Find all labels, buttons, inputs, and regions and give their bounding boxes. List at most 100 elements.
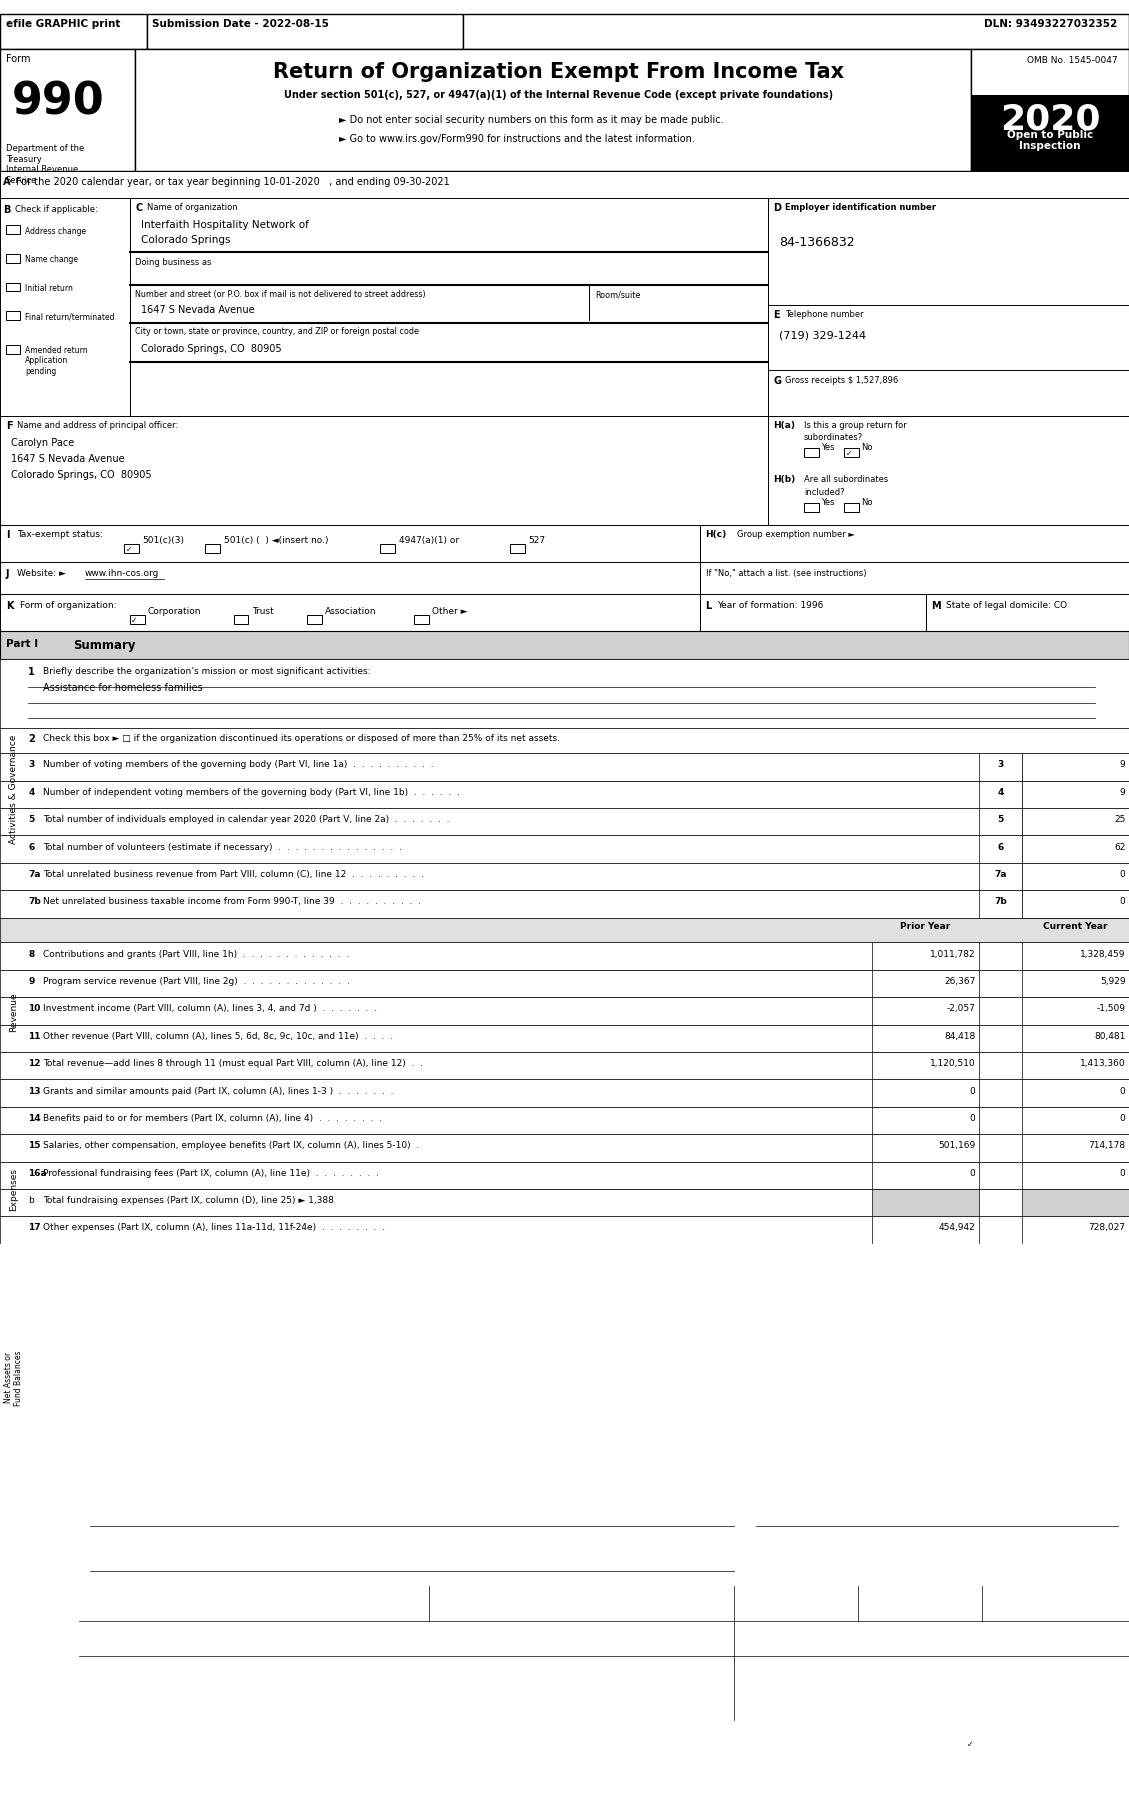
Text: Sign
Here: Sign Here <box>28 1527 51 1549</box>
Bar <box>0 1489 79 1587</box>
Text: Other revenue (Part VIII, column (A), lines 5, 6d, 8c, 9c, 10c, and 11e)  .  .  : Other revenue (Part VIII, column (A), li… <box>43 1032 393 1041</box>
Bar <box>380 544 395 553</box>
Bar <box>844 504 859 513</box>
Text: 501(c)(3): 501(c)(3) <box>142 537 184 546</box>
Bar <box>971 51 1129 172</box>
Text: D: D <box>773 202 781 213</box>
Text: 2020: 2020 <box>999 101 1101 136</box>
Bar <box>920 1738 935 1747</box>
Text: 0: 0 <box>1120 1167 1126 1176</box>
Text: Gross receipts $ 1,527,896: Gross receipts $ 1,527,896 <box>785 376 898 385</box>
Text: 80,481: 80,481 <box>1094 1032 1126 1041</box>
Bar <box>1022 1352 1129 1379</box>
Bar <box>6 226 20 235</box>
Text: Employer identification number: Employer identification number <box>785 202 936 211</box>
Text: Number of voting members of the governing body (Part VI, line 1a)  .  .  .  .  .: Number of voting members of the governin… <box>43 761 434 770</box>
Text: Firm's address: Firm's address <box>85 1661 140 1670</box>
Text: 4947(a)(1) or: 4947(a)(1) or <box>399 537 458 546</box>
Text: 84,418: 84,418 <box>944 1032 975 1041</box>
Text: For the 2020 calendar year, or tax year beginning 10-01-2020   , and ending 09-3: For the 2020 calendar year, or tax year … <box>16 177 449 186</box>
Bar <box>0 837 1129 864</box>
Bar <box>0 595 700 632</box>
Text: A: A <box>3 177 11 186</box>
Bar <box>1022 1081 1129 1108</box>
Text: ► 31 East Platte Avenue Suite 300: ► 31 East Platte Avenue Suite 300 <box>85 1677 240 1686</box>
Bar <box>872 1052 979 1081</box>
Bar <box>0 1108 1129 1135</box>
Text: Open to Public
Inspection: Open to Public Inspection <box>1007 130 1093 152</box>
Text: Doing business as: Doing business as <box>135 258 212 266</box>
Bar <box>1022 1108 1129 1135</box>
Text: Paid
Preparer
Use Only: Paid Preparer Use Only <box>18 1637 61 1670</box>
Text: 2022-08-15: 2022-08-15 <box>813 1540 869 1549</box>
Text: E: E <box>773 309 780 320</box>
Bar <box>872 1025 979 1052</box>
Text: 4: 4 <box>28 788 35 797</box>
Bar <box>0 562 700 595</box>
Text: Initial return: Initial return <box>25 284 72 293</box>
Text: 9: 9 <box>28 976 35 985</box>
Bar <box>79 1489 1129 1587</box>
Text: If "No," attach a list. (see instructions): If "No," attach a list. (see instruction… <box>706 569 866 578</box>
Text: 192,774: 192,774 <box>938 1357 975 1366</box>
Text: Total number of individuals employed in calendar year 2020 (Part V, line 2a)  . : Total number of individuals employed in … <box>43 815 449 824</box>
Text: 1647 S Nevada Avenue: 1647 S Nevada Avenue <box>141 305 255 314</box>
Text: 593,159: 593,159 <box>938 1330 975 1339</box>
Text: 18: 18 <box>28 1250 41 1259</box>
Text: 12: 12 <box>28 1059 41 1068</box>
Text: 6: 6 <box>28 842 35 851</box>
Text: 1,413,360: 1,413,360 <box>1080 1059 1126 1068</box>
Bar <box>1022 1162 1129 1189</box>
Text: Summary: Summary <box>73 638 135 651</box>
Bar <box>510 544 525 553</box>
Text: Association: Association <box>325 607 377 616</box>
Text: 7b: 7b <box>994 896 1007 905</box>
Bar <box>872 997 979 1025</box>
Text: K: K <box>6 602 14 611</box>
Text: 956,111: 956,111 <box>938 1250 975 1259</box>
Text: H(a): H(a) <box>773 421 795 430</box>
Text: Salaries, other compensation, employee benefits (Part IX, column (A), lines 5-10: Salaries, other compensation, employee b… <box>43 1140 419 1149</box>
Bar <box>872 1243 979 1272</box>
Text: 22: 22 <box>28 1384 41 1393</box>
Text: 21: 21 <box>28 1357 41 1366</box>
Text: efile GRAPHIC print: efile GRAPHIC print <box>6 18 120 29</box>
Text: 5: 5 <box>997 815 1004 824</box>
Bar <box>1022 1052 1129 1081</box>
Text: Expenses: Expenses <box>9 1167 18 1211</box>
Bar <box>768 199 1129 305</box>
Text: Total assets (Part X, line 16)  .  .  .  .  .  .  .  .  .  .  .  .  .  .  .  .  : Total assets (Part X, line 16) . . . . .… <box>43 1330 324 1339</box>
Text: 0: 0 <box>1120 896 1126 905</box>
Text: 25: 25 <box>1114 815 1126 824</box>
Bar <box>0 1189 1129 1216</box>
Bar <box>6 345 20 354</box>
Text: ► Hoelting & Company Inc: ► Hoelting & Company Inc <box>85 1643 204 1652</box>
Text: 9: 9 <box>1120 788 1126 797</box>
Text: ✓: ✓ <box>125 544 132 553</box>
Text: Submission Date - 2022-08-15: Submission Date - 2022-08-15 <box>152 18 330 29</box>
Text: Carolyn Pace President: Carolyn Pace President <box>90 1579 202 1588</box>
Bar <box>700 595 926 632</box>
Text: Date: Date <box>739 1590 758 1599</box>
Text: if: if <box>898 1590 902 1599</box>
Text: Signature of officer: Signature of officer <box>90 1523 164 1532</box>
Text: Other ►: Other ► <box>432 607 467 616</box>
Text: C: C <box>135 202 142 213</box>
Text: 3: 3 <box>997 761 1004 770</box>
Text: Number of independent voting members of the governing body (Part VI, line 1b)  .: Number of independent voting members of … <box>43 788 460 797</box>
Text: Current Year: Current Year <box>1043 922 1108 931</box>
Text: Colorado Springs, CO  80905: Colorado Springs, CO 80905 <box>141 343 282 354</box>
Text: -2,057: -2,057 <box>946 1005 975 1014</box>
Bar <box>0 864 1129 891</box>
Bar <box>1022 1189 1129 1216</box>
Bar <box>0 1299 1129 1323</box>
Bar <box>0 1052 1129 1081</box>
Bar <box>872 1379 979 1406</box>
Text: 26,367: 26,367 <box>944 976 975 985</box>
Bar <box>804 504 819 513</box>
Text: J: J <box>6 569 9 578</box>
Text: Firm's EIN: Firm's EIN <box>739 1626 778 1635</box>
Text: Address change: Address change <box>25 226 86 235</box>
Bar <box>6 255 20 264</box>
Text: City or town, state or province, country, and ZIP or foreign postal code: City or town, state or province, country… <box>135 327 420 336</box>
